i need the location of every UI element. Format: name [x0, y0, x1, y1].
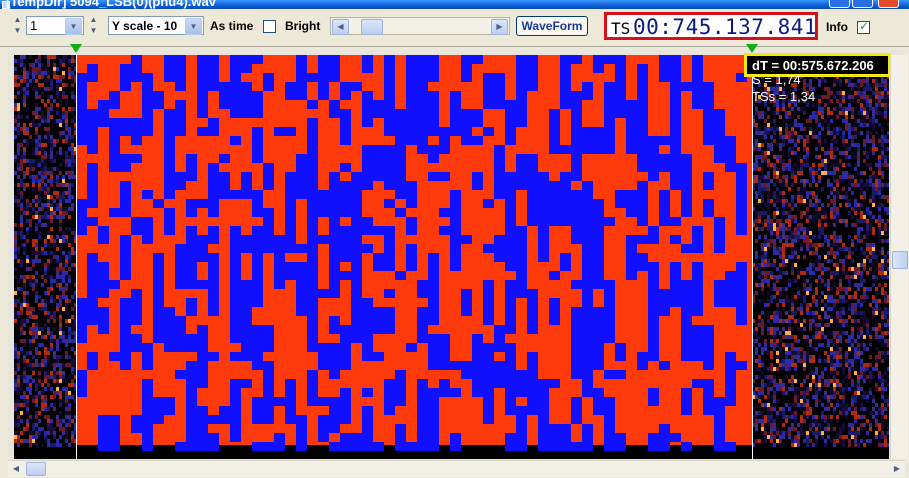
ts-prefix: TS — [611, 19, 631, 38]
zoom-spinner[interactable]: ▲ ▼ — [11, 14, 24, 36]
ts-value: 00:745.137.841 — [633, 15, 818, 39]
horizontal-scrollbar[interactable]: ◀ ▶ — [8, 460, 905, 477]
scroll-thumb[interactable] — [361, 19, 383, 35]
selection-start-line[interactable] — [76, 55, 77, 459]
title-bar: [TempDir] 5094_LSB(0)(phu4).wav — [0, 0, 909, 9]
delta-time-box: dT = 00:575.672.206 — [744, 53, 891, 77]
selection-end-line[interactable] — [752, 55, 753, 459]
minimize-button[interactable] — [829, 0, 850, 8]
yscale-value: Y scale - 10 — [112, 19, 178, 33]
info-label[interactable]: Info — [826, 20, 848, 34]
bright-label[interactable]: Bright — [285, 19, 321, 33]
maximize-button[interactable] — [852, 0, 873, 8]
timestamp-display: TS 00:745.137.841 — [604, 12, 818, 40]
scroll-thumb[interactable] — [892, 251, 908, 269]
triangle-marker-icon[interactable] — [70, 44, 82, 53]
left-arrow-icon[interactable]: ◀ — [12, 464, 20, 473]
chevron-down-icon[interactable]: ▼ — [65, 18, 82, 35]
triangle-marker-icon[interactable] — [746, 44, 758, 53]
scroll-thumb[interactable] — [26, 462, 46, 476]
position-scrollbar[interactable]: ◀ ▶ — [330, 17, 510, 35]
spectrogram-canvas — [14, 55, 889, 451]
up-arrow-icon[interactable]: ▲ — [89, 15, 98, 24]
right-arrow-icon[interactable]: ▶ — [893, 464, 901, 473]
window-title: [TempDir] 5094_LSB(0)(phu4).wav — [6, 0, 216, 9]
toolbar: ▲ ▼ 1 ▼ ▲ ▼ Y scale - 10 ▼ As time Brigh… — [0, 9, 909, 47]
vertical-scrollbar[interactable] — [890, 55, 908, 459]
delta-time-text: dT = 00:575.672.206 — [752, 58, 874, 73]
close-button[interactable] — [878, 0, 899, 8]
up-arrow-icon[interactable]: ▲ — [13, 15, 22, 24]
left-arrow-icon[interactable]: ◀ — [332, 19, 349, 35]
as-time-label[interactable]: As time — [210, 19, 254, 33]
zoom-value: 1 — [30, 18, 38, 33]
info-checkbox[interactable] — [857, 19, 870, 34]
tss-value: TSs = 1,34 — [752, 89, 816, 104]
chevron-down-icon[interactable]: ▼ — [185, 18, 202, 35]
spectrogram[interactable] — [14, 55, 889, 459]
app-icon — [2, 1, 10, 9]
zoom-spinner-2[interactable]: ▲ ▼ — [87, 14, 100, 36]
right-arrow-icon[interactable]: ▶ — [491, 19, 508, 35]
waveform-button[interactable]: WaveForm — [516, 16, 588, 36]
yscale-combo[interactable]: Y scale - 10 ▼ — [108, 16, 204, 35]
down-arrow-icon[interactable]: ▼ — [89, 26, 98, 35]
zoom-combo[interactable]: 1 ▼ — [26, 16, 84, 35]
s-value: S = 1,74 — [752, 72, 801, 87]
down-arrow-icon[interactable]: ▼ — [13, 26, 22, 35]
bright-checkbox[interactable] — [263, 20, 276, 33]
